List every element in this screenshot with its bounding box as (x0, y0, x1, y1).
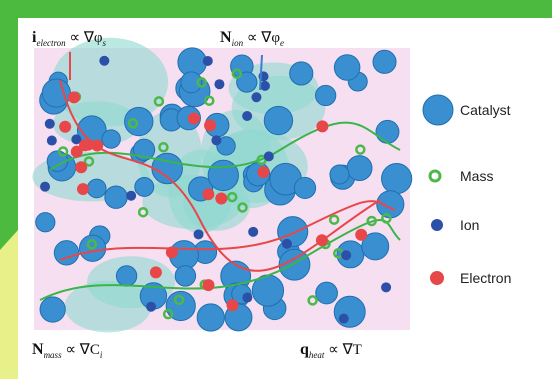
catalyst (382, 164, 412, 194)
electron (202, 188, 214, 200)
electron (68, 91, 80, 103)
electron (150, 266, 162, 278)
eq-sub: electron (36, 38, 65, 48)
ion (211, 135, 221, 145)
ion (242, 111, 252, 121)
ion (260, 81, 270, 91)
ion (126, 191, 136, 201)
catalyst (330, 165, 349, 184)
legend-label: Electron (460, 270, 511, 286)
electron (215, 192, 227, 204)
eq-rhs: ∝ ∇φ (247, 30, 280, 46)
eq-rhs-sub: s (103, 38, 107, 48)
catalyst (102, 130, 120, 148)
catalyst (334, 55, 360, 81)
catalyst (87, 179, 106, 198)
ion (146, 302, 156, 312)
ion (47, 136, 57, 146)
catalyst (347, 156, 372, 181)
electron (355, 229, 367, 241)
catalyst (105, 186, 127, 208)
eq-base: N (32, 341, 44, 358)
ion (40, 182, 50, 192)
ion (381, 282, 391, 292)
electron (77, 183, 89, 195)
electron (202, 279, 214, 291)
catalyst (208, 160, 238, 190)
catalyst (54, 241, 78, 265)
ion (214, 79, 224, 89)
ion (248, 227, 258, 237)
ion (341, 250, 351, 260)
catalyst (315, 85, 335, 105)
legend-mass (430, 171, 440, 181)
catalyst (152, 153, 183, 184)
ion (203, 56, 213, 66)
ion (251, 92, 261, 102)
electron (204, 119, 216, 131)
equation: ielectron ∝ ∇φs (32, 28, 106, 48)
electron (59, 121, 71, 133)
catalyst (36, 213, 55, 232)
ion (282, 239, 292, 249)
electron (257, 166, 269, 178)
catalyst (376, 120, 399, 143)
ion (264, 151, 274, 161)
catalyst (290, 62, 313, 85)
ion (194, 229, 204, 239)
figure: ielectron ∝ ∇φs Nion ∝ ∇φe Nmass ∝ ∇Ci q… (0, 0, 552, 379)
legend-label: Ion (460, 217, 479, 233)
electron (188, 112, 200, 124)
equation: Nmass ∝ ∇Ci (32, 340, 102, 360)
eq-rhs-sub: i (100, 350, 103, 360)
eq-rhs: ∝ ∇C (65, 342, 100, 358)
catalyst (40, 297, 65, 322)
ion (339, 314, 349, 324)
electron (91, 140, 103, 152)
electron (226, 299, 238, 311)
electron (79, 139, 91, 151)
catalyst (197, 304, 224, 331)
catalyst (175, 266, 195, 286)
electron (166, 246, 178, 258)
eq-rhs: ∝ ∇T (328, 342, 362, 358)
eq-base: q (300, 341, 309, 358)
equation: qheat ∝ ∇T (300, 340, 362, 360)
legend-label: Catalyst (460, 102, 511, 118)
catalyst (264, 106, 292, 134)
diagram (0, 0, 552, 379)
legend-ion (431, 219, 443, 231)
catalyst (373, 50, 396, 73)
catalyst (316, 282, 338, 304)
catalyst (278, 217, 308, 247)
ion (242, 293, 252, 303)
electron (75, 161, 87, 173)
legend-electron (430, 271, 444, 285)
electron (316, 120, 328, 132)
catalyst (116, 266, 136, 286)
eq-rhs-sub: e (280, 38, 284, 48)
catalyst (135, 178, 154, 197)
legend-label: Mass (460, 168, 493, 184)
eq-base: N (220, 29, 232, 46)
eq-sub: ion (232, 38, 244, 48)
catalyst (334, 296, 365, 327)
ion (45, 119, 55, 129)
ion (99, 56, 109, 66)
eq-rhs: ∝ ∇φ (69, 30, 102, 46)
eq-sub: heat (309, 350, 325, 360)
legend-catalyst (423, 95, 453, 125)
eq-sub: mass (44, 350, 62, 360)
electron (316, 234, 328, 246)
equation: Nion ∝ ∇φe (220, 28, 284, 48)
catalyst (294, 177, 315, 198)
